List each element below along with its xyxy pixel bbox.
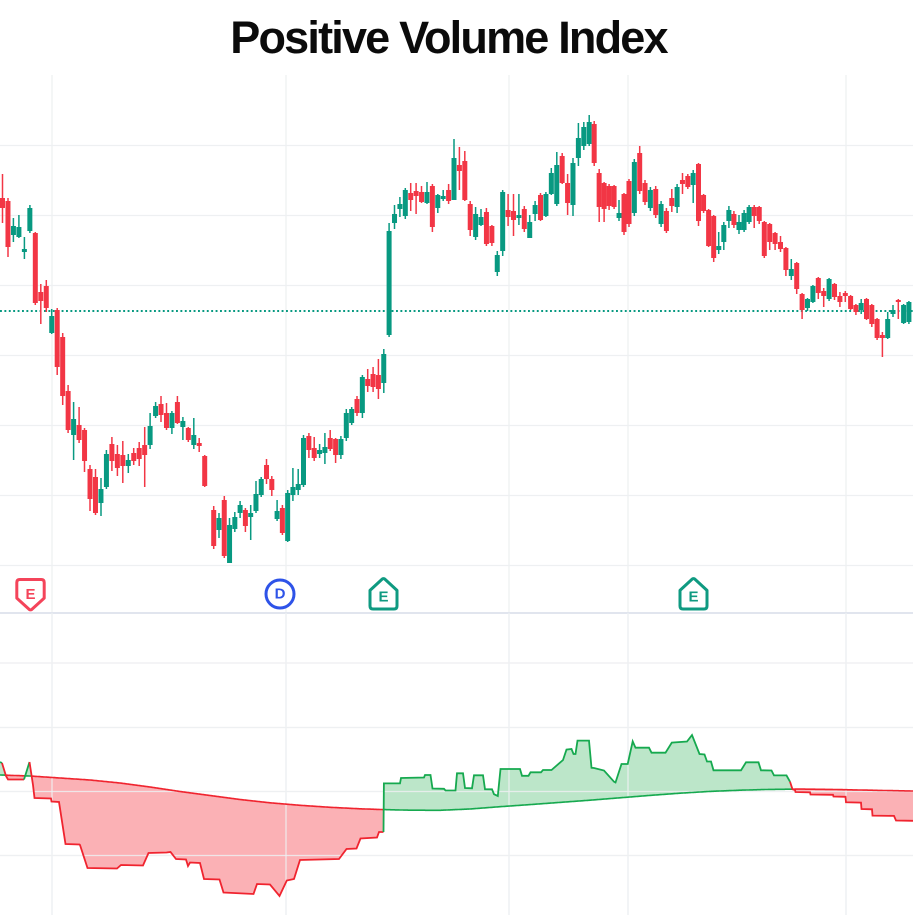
svg-text:D: D bbox=[275, 585, 286, 602]
svg-text:E: E bbox=[688, 589, 698, 606]
svg-text:E: E bbox=[25, 586, 35, 603]
svg-text:E: E bbox=[378, 589, 388, 606]
